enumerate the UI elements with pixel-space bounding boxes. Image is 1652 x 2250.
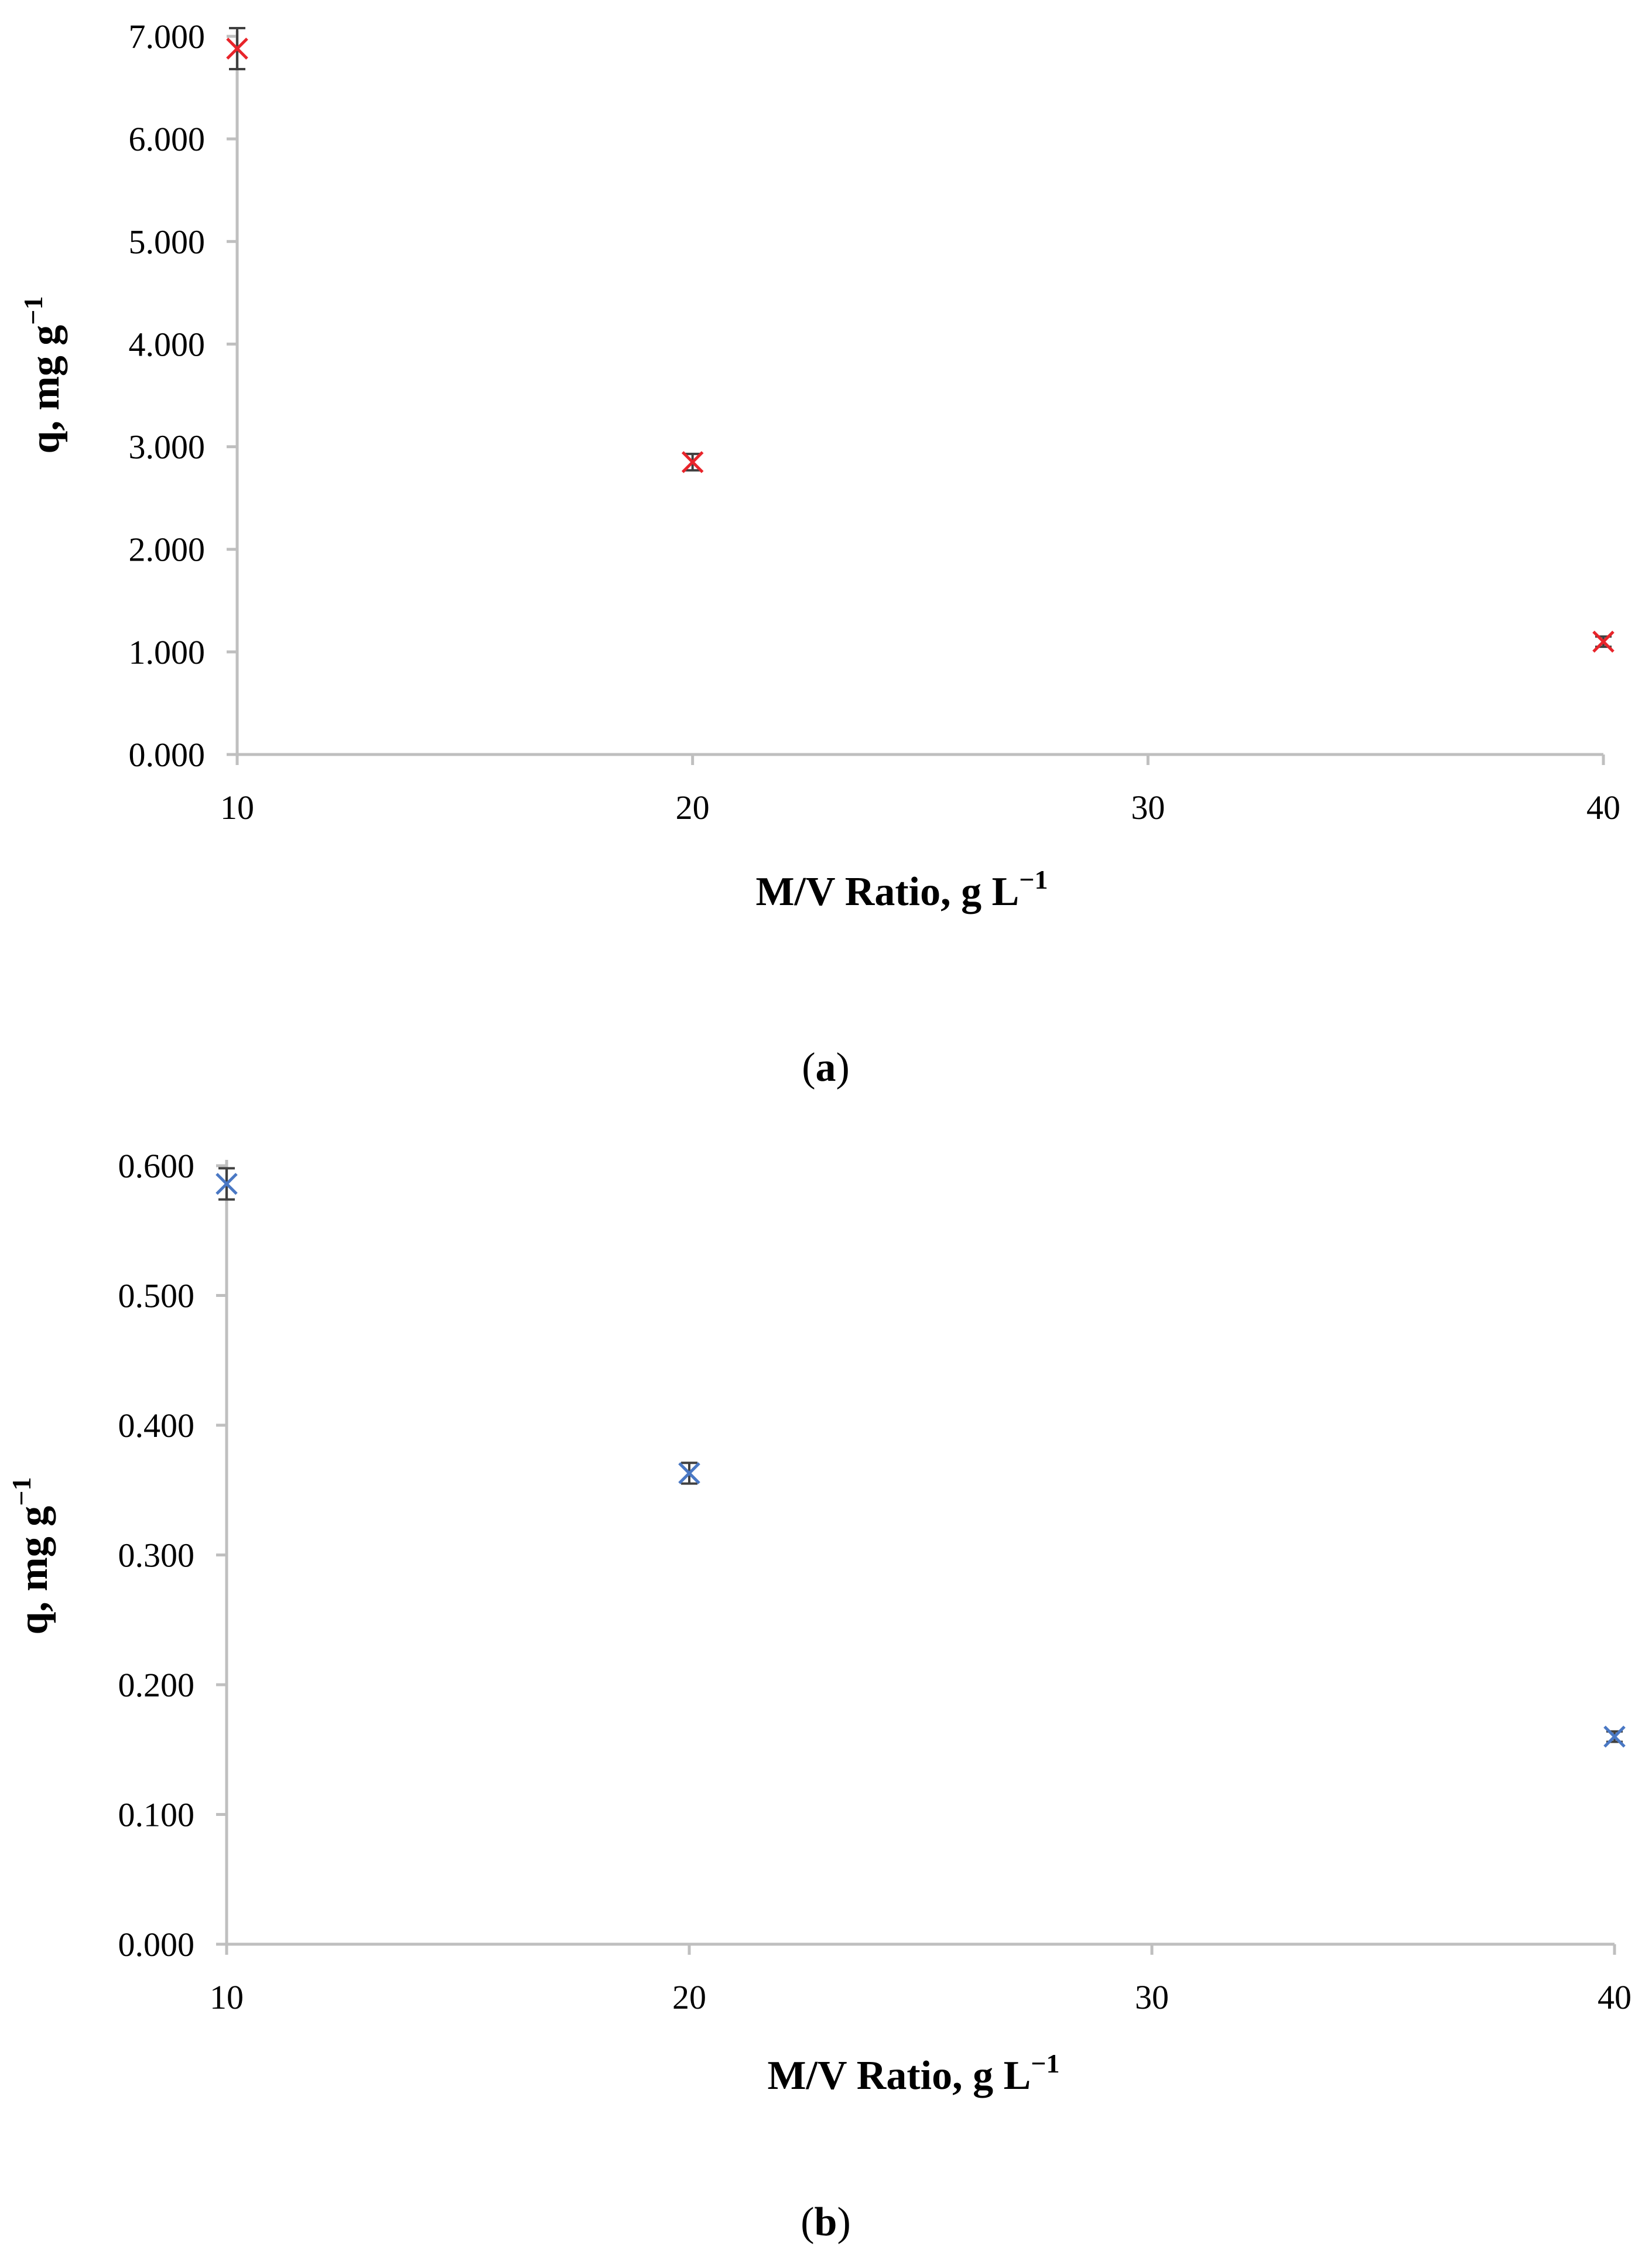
x-tick-label-a: 20 [676, 788, 710, 827]
data-point-a [681, 451, 704, 473]
data-point-b [216, 1167, 238, 1201]
axes-b: 0.000 0.100 0.200 0.300 0.400 0.500 0.600 10 20 3… [118, 1147, 1632, 2016]
chart-panel-b: 0.000 0.100 0.200 0.300 0.400 0.500 0.600 10 20 3… [0, 1125, 1652, 2250]
y-tick-label-b: 0.500 [118, 1277, 195, 1315]
y-tick-label-a: 6.000 [129, 120, 206, 158]
marker-x-stroke-a [1592, 630, 1615, 653]
scatter-chart-a: 0.000 1.000 2.000 3.000 4.000 5.000 6.000 7.000… [18, 18, 1621, 1090]
x-tick-label-a: 40 [1586, 788, 1620, 827]
y-tick-label-b: 0.000 [118, 1925, 195, 1964]
marker-x-stroke-b [678, 1462, 700, 1484]
x-tick-label-a: 10 [220, 788, 254, 827]
y-tick-label-b: 0.100 [118, 1796, 195, 1834]
y-tick-label-b: 0.200 [118, 1666, 195, 1704]
y-tick-label-a: 5.000 [129, 223, 206, 261]
x-axis-title-a: M/V Ratio, g L−1 [755, 865, 1048, 914]
data-point-a [1592, 630, 1615, 653]
marker-x-stroke-a [226, 37, 248, 60]
x-tick-label-b: 20 [672, 1978, 706, 2016]
marker-x-stroke-b [216, 1173, 238, 1195]
marker-x-stroke-b [1603, 1725, 1626, 1748]
panel-caption-a: (a) [802, 1045, 850, 1090]
y-tick-label-b: 0.600 [118, 1147, 195, 1185]
y-axis-title-b: q, mg g−1 [6, 1477, 56, 1635]
panel-caption-b: (b) [801, 2200, 851, 2245]
data-point-b [678, 1462, 700, 1485]
scatter-chart-b: 0.000 0.100 0.200 0.300 0.400 0.500 0.600 10 20 3… [6, 1147, 1632, 2245]
marker-x-stroke-a [681, 451, 704, 473]
y-tick-label-a: 1.000 [129, 633, 206, 671]
data-point-b [1603, 1725, 1626, 1748]
x-tick-label-b: 30 [1135, 1978, 1169, 2016]
x-axis-title-b: M/V Ratio, g L−1 [767, 2048, 1059, 2098]
y-tick-label-a: 3.000 [129, 428, 206, 466]
x-tick-label-a: 30 [1131, 788, 1165, 827]
data-point-a [226, 26, 248, 71]
x-tick-label-b: 10 [210, 1978, 244, 2016]
y-tick-label-a: 0.000 [129, 736, 206, 774]
y-axis-title-a: q, mg g−1 [18, 296, 68, 454]
y-tick-label-a: 7.000 [129, 18, 206, 56]
y-tick-label-a: 4.000 [129, 325, 206, 363]
marks-a [226, 26, 1615, 653]
chart-panel-a: 0.000 1.000 2.000 3.000 4.000 5.000 6.000 7.000… [18, 18, 1621, 1090]
y-tick-label-a: 2.000 [129, 531, 206, 569]
x-tick-label-b: 40 [1598, 1978, 1632, 2016]
marks-b [216, 1167, 1626, 1748]
y-tick-label-b: 0.300 [118, 1537, 195, 1575]
axes-a: 0.000 1.000 2.000 3.000 4.000 5.000 6.000 7.000… [129, 18, 1621, 827]
y-tick-label-b: 0.400 [118, 1406, 195, 1445]
